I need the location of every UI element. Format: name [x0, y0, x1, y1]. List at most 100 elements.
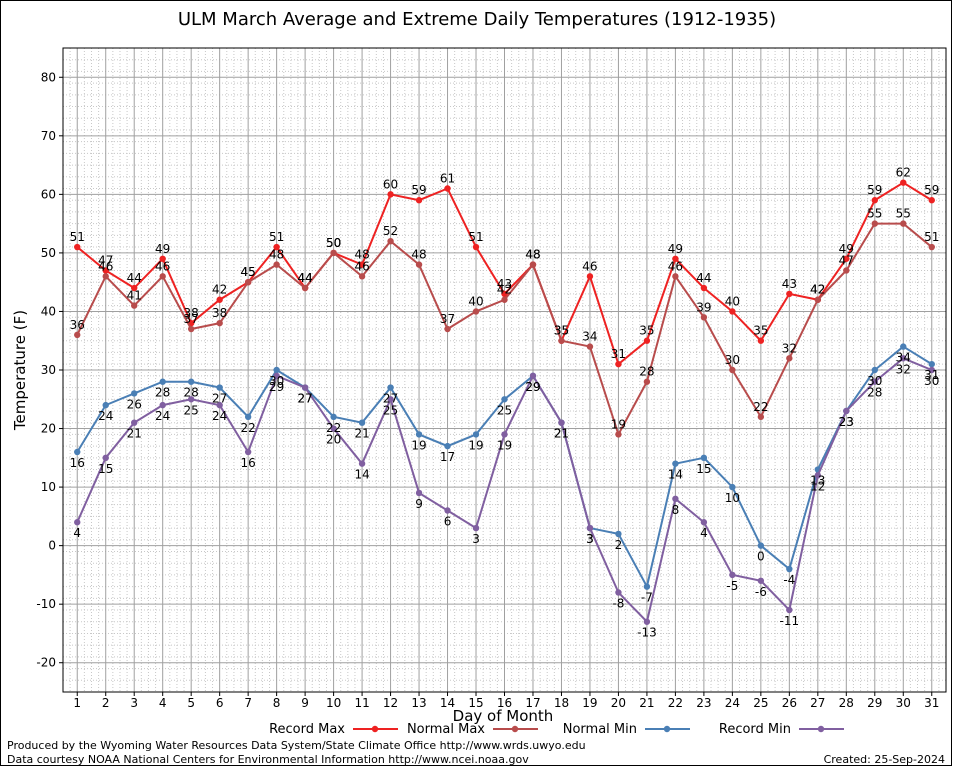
x-tick-label: 17 [525, 696, 540, 710]
normal-min-data-label: 26 [127, 397, 142, 411]
record-max-data-label: 42 [810, 283, 825, 297]
normal-min-point [472, 431, 480, 438]
normal-max-point [301, 284, 309, 292]
y-tick-label: 10 [41, 480, 56, 494]
normal-min-data-label: 19 [411, 438, 426, 452]
normal-min-point [700, 454, 708, 462]
record-max-point [786, 290, 793, 298]
normal-min-data-label: 30 [269, 374, 284, 388]
record-min-point [330, 425, 337, 432]
record-max-data-label: 59 [867, 183, 882, 197]
x-tick-label: 25 [753, 696, 768, 710]
normal-max-data-label: 19 [611, 417, 626, 431]
record-max-data-label: 48 [525, 248, 540, 262]
legend-marker-normal-max [511, 725, 519, 733]
chart-title: ULM March Average and Extreme Daily Temp… [177, 9, 777, 30]
normal-min-data-label: 30 [867, 374, 882, 388]
record-max-data-label: 44 [127, 271, 142, 285]
record-max-data-label: 60 [383, 177, 398, 191]
normal-max-point [216, 319, 223, 327]
record-min-point [757, 577, 765, 584]
normal-max-data-label: 44 [297, 271, 312, 285]
record-max-point [387, 191, 394, 198]
record-min-point [786, 606, 793, 614]
normal-min-point [643, 583, 651, 590]
record-min-data-label: 4 [700, 526, 708, 540]
record-min-point [700, 519, 708, 526]
normal-max-data-label: 48 [269, 248, 284, 262]
normal-min-data-label: 21 [554, 427, 569, 441]
normal-min-data-label: 19 [468, 438, 483, 452]
legend: Record Max Normal Max Normal Min Record Min [269, 722, 844, 737]
normal-max-point [358, 273, 366, 280]
record-max-data-label: 59 [924, 183, 939, 197]
normal-min-data-label: 34 [896, 351, 911, 365]
record-max-data-label: 51 [70, 230, 85, 244]
record-min-point [244, 448, 252, 456]
record-max-data-label: 49 [839, 242, 854, 256]
record-min-point [729, 571, 736, 579]
record-max-point [615, 360, 622, 368]
normal-min-point [871, 366, 878, 374]
record-max-data-label: 59 [411, 183, 426, 197]
record-min-data-label: 3 [586, 532, 594, 546]
normal-max-data-label: 28 [639, 365, 654, 379]
record-min-point [843, 407, 850, 415]
normal-min-data-label: 15 [696, 462, 711, 476]
record-min-point [643, 618, 651, 625]
normal-max-point [871, 220, 878, 227]
normal-max-data-label: 51 [924, 230, 939, 244]
normal-max-point [159, 273, 166, 280]
normal-max-data-label: 37 [184, 312, 199, 326]
normal-max-point [814, 296, 822, 303]
record-min-point [900, 355, 907, 362]
normal-min-data-label: 17 [440, 450, 455, 464]
normal-max-point [558, 337, 565, 344]
x-tick-label: 16 [497, 696, 512, 710]
normal-min-point [415, 431, 423, 438]
x-tick-label: 28 [839, 696, 854, 710]
x-tick-label: 27 [810, 696, 825, 710]
normal-max-data-label: 22 [753, 400, 768, 414]
normal-min-data-label: 25 [497, 403, 512, 417]
x-tick-label: 11 [354, 696, 369, 710]
record-max-data-label: 35 [554, 324, 569, 338]
footer-produced-by: Produced by the Wyoming Water Resources … [7, 739, 586, 752]
y-axis-label: Temperature (F) [11, 310, 29, 431]
normal-max-point [643, 378, 651, 385]
normal-max-point [131, 302, 138, 309]
normal-min-data-label: 27 [383, 392, 398, 406]
record-max-point [159, 255, 166, 262]
record-min-data-label: 6 [444, 515, 452, 529]
x-tick-label: 1 [73, 696, 81, 710]
record-min-data-label: 27 [297, 392, 312, 406]
legend-marker-record-max [371, 725, 379, 733]
plot-border [62, 47, 947, 693]
record-min-data-label: -11 [780, 614, 800, 628]
normal-max-data-label: 41 [127, 289, 142, 303]
record-min-data-label: 19 [497, 438, 512, 452]
normal-max-data-label: 45 [241, 265, 256, 279]
normal-max-point [900, 220, 907, 227]
record-min-point [444, 507, 451, 514]
x-tick-label: 12 [383, 696, 398, 710]
normal-max-data-label: 40 [468, 294, 483, 308]
normal-max-data-label: 46 [668, 259, 683, 273]
normal-max-point [244, 278, 252, 286]
x-tick-label: 14 [440, 696, 455, 710]
normal-max-data-label: 52 [383, 224, 398, 238]
legend-label-normal-min: Normal Min [563, 722, 637, 737]
legend-label-record-min: Record Min [719, 722, 791, 737]
record-min-data-label: 23 [839, 415, 854, 429]
x-tick-label: 23 [696, 696, 711, 710]
normal-min-data-label: 28 [155, 386, 170, 400]
normal-min-data-label: 13 [810, 474, 825, 488]
record-max-point [74, 243, 81, 251]
x-tick-label: 18 [554, 696, 569, 710]
normal-min-data-label: 0 [757, 550, 765, 564]
normal-min-point [159, 378, 166, 385]
record-min-data-label: 24 [212, 409, 227, 423]
normal-max-point [387, 238, 394, 245]
